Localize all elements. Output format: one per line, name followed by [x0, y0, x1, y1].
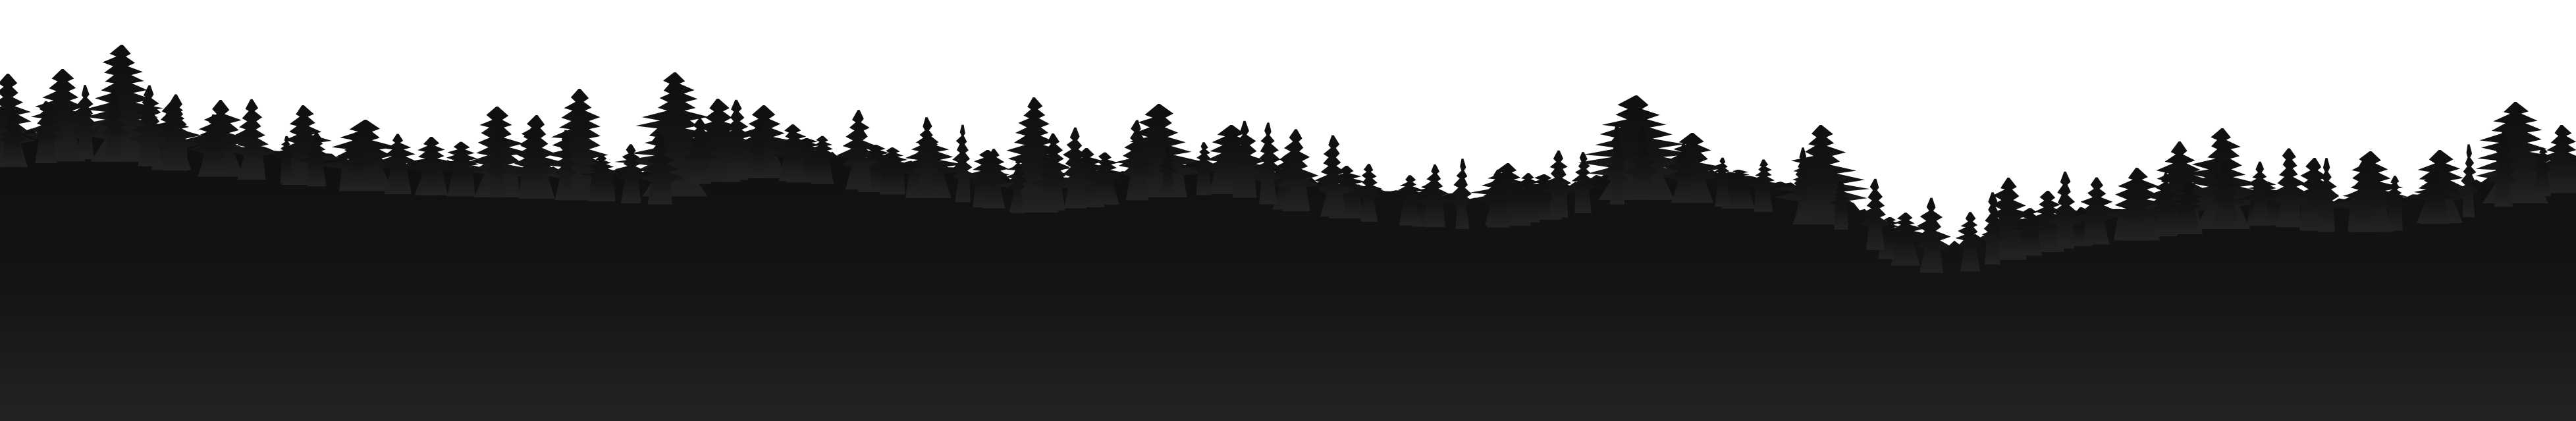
tree-silhouette: [382, 134, 419, 195]
tree-silhouette: [579, 155, 626, 201]
tree-silhouette: [2205, 160, 2247, 229]
tree-silhouette: [870, 147, 918, 195]
tree-silhouette: [100, 88, 131, 161]
tree-silhouette: [2486, 131, 2519, 207]
tree-silhouette: [1480, 169, 1518, 228]
tree-silhouette: [73, 85, 100, 160]
tree-silhouette: [681, 118, 720, 184]
tree-silhouette: [1031, 133, 1073, 211]
tree-silhouette: [1578, 95, 1697, 200]
tree-silhouette: [1955, 212, 1984, 272]
tree-silhouette: [0, 111, 30, 166]
tree-silhouette: [2312, 158, 2342, 232]
tree-silhouette: [1450, 159, 1472, 230]
tree-silhouette: [770, 124, 813, 182]
tree-silhouette: [1507, 173, 1545, 223]
tree-silhouette: [1979, 192, 2006, 265]
forest-ground-mass: [0, 125, 2576, 421]
tree-silhouette: [2532, 125, 2576, 193]
tree-silhouette: [2164, 182, 2202, 234]
tree-silhouette: [29, 101, 63, 163]
tree-silhouette: [2531, 147, 2552, 197]
tree-silhouette: [1793, 147, 1812, 220]
tree-silhouette: [1605, 124, 1629, 205]
tree-silhouette: [1395, 175, 1426, 226]
tree-silhouette: [977, 149, 1009, 209]
tree-silhouette: [2010, 208, 2047, 256]
tree-silhouette: [1007, 155, 1028, 214]
tree-silhouette: [1860, 178, 1891, 250]
tree-silhouette: [2456, 144, 2479, 218]
tree-silhouette: [441, 141, 488, 197]
tree-silhouette: [298, 133, 330, 187]
tree-silhouette: [1542, 150, 1578, 218]
tree-silhouette: [1118, 120, 1159, 201]
tree-silhouette: [1273, 129, 1320, 212]
tree-silhouette: [468, 107, 543, 198]
tree-silhouette: [2382, 176, 2410, 231]
tree-silhouette: [952, 124, 979, 203]
tree-silhouette: [1827, 181, 1855, 230]
tree-silhouette: [836, 110, 883, 190]
tree-silhouette: [722, 99, 754, 180]
tree-silhouette: [2137, 141, 2222, 234]
tree-silhouette: [1357, 164, 1383, 222]
tree-silhouette: [417, 140, 444, 195]
tree-silhouette: [127, 85, 170, 166]
tree-silhouette: [614, 144, 647, 204]
tree-silhouette: [1916, 197, 1951, 273]
tree-silhouette: [1060, 127, 1094, 209]
tree-silhouette: [912, 117, 942, 198]
tree-silhouette: [341, 132, 375, 191]
tree-silhouette: [807, 136, 838, 184]
tree-silhouette: [1415, 164, 1455, 228]
tree-silhouette: [614, 72, 732, 197]
tree-silhouette: [1670, 143, 1695, 202]
tree-silhouette: [1623, 128, 1661, 199]
treeline-silhouette: [0, 45, 2576, 421]
tree-silhouette: [1079, 152, 1127, 205]
tree-silhouette: [1159, 147, 1178, 197]
tree-silhouette: [2049, 171, 2082, 249]
tree-silhouette: [22, 69, 96, 162]
tree-silhouette: [157, 94, 200, 171]
tree-silhouette: [2116, 168, 2152, 241]
tree-silhouette: [554, 130, 577, 200]
tree-silhouette: [2147, 172, 2189, 237]
tree-silhouette: [1705, 170, 1759, 209]
tree-silhouette: [233, 99, 277, 180]
tree-silhouette: [2248, 161, 2273, 226]
tree-silhouette: [192, 114, 236, 176]
tree-silhouette: [2270, 148, 2313, 228]
tree-silhouette: [1190, 142, 1218, 195]
tree-silhouette: [2413, 170, 2457, 224]
tree-silhouette: [1711, 157, 1732, 207]
tree-silhouette: [485, 128, 508, 198]
tree-silhouette: [1314, 135, 1356, 217]
tree-silhouette: [510, 128, 555, 199]
tree-silhouette: [2071, 177, 2116, 245]
tree-silhouette: [1226, 120, 1268, 198]
tree-silhouette: [1567, 152, 1597, 213]
tree-silhouette: [1252, 122, 1282, 205]
tree-silhouette: [685, 99, 754, 182]
tree-silhouette: [745, 124, 770, 178]
tree-silhouette: [2342, 159, 2381, 232]
tree-silhouette: [1746, 159, 1777, 212]
tree-silhouette: [1883, 212, 1928, 266]
tree-silhouette: [275, 136, 296, 184]
tree-silhouette: [641, 132, 685, 205]
